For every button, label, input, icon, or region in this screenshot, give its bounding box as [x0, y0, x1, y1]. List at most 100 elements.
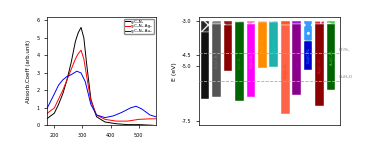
Text: Co@C₃N₄: Co@C₃N₄ [283, 62, 287, 78]
g-C₃N₄-Agₙ [103, 119, 107, 120]
g-C₃N₄-Agₙ [148, 118, 152, 120]
Text: Cu@C₃N₄: Cu@C₃N₄ [306, 47, 310, 63]
g-C₃N₄-Agₙ [94, 114, 99, 116]
Bar [281, 21, 290, 25]
g-C₃N₄ [45, 118, 50, 119]
Text: Ti@C₃N₄: Ti@C₃N₄ [226, 41, 230, 55]
Line: g-C₃N₄-Auₙ: g-C₃N₄-Auₙ [47, 71, 156, 118]
g-C₃N₄ [103, 121, 107, 123]
Bar [246, 24, 255, 97]
g-C₃N₄ [84, 63, 89, 65]
Text: Au@C₃N₄: Au@C₃N₄ [329, 49, 333, 65]
Text: Cr@C₃N₄: Cr@C₃N₄ [249, 53, 253, 68]
Bar [235, 22, 244, 101]
g-C₃N₄-Auₙ [134, 105, 138, 107]
g-C₃N₄ [79, 27, 83, 28]
g-C₃N₄ [76, 32, 81, 34]
g-C₃N₄ [73, 41, 77, 42]
g-C₃N₄-Agₙ [69, 69, 73, 70]
Bar [246, 21, 255, 24]
g-C₃N₄ [69, 62, 73, 63]
g-C₃N₄ [136, 124, 141, 125]
g-C₃N₄-Agₙ [45, 112, 50, 114]
g-C₃N₄ [94, 116, 99, 118]
g-C₃N₄-Auₙ [56, 84, 61, 86]
g-C₃N₄-Agₙ [73, 58, 77, 60]
Bar [270, 22, 278, 67]
Text: H⁺/H₂: H⁺/H₂ [339, 48, 350, 52]
Bar [327, 24, 335, 91]
Y-axis label: E (eV): E (eV) [172, 62, 177, 81]
Y-axis label: Absorb.Coeff (arb.unit): Absorb.Coeff (arb.unit) [26, 40, 31, 103]
g-C₃N₄ [82, 37, 86, 39]
Text: Ni@C₃N₄: Ni@C₃N₄ [295, 52, 299, 67]
Text: Sc@C₃N₄: Sc@C₃N₄ [214, 53, 218, 68]
g-C₃N₄ [148, 124, 152, 126]
Text: g-C₃N₄: g-C₃N₄ [203, 60, 207, 71]
g-C₃N₄ [65, 79, 69, 81]
g-C₃N₄-Auₙ [72, 72, 76, 74]
g-C₃N₄-Agₙ [56, 98, 61, 100]
g-C₃N₄ [125, 124, 130, 125]
g-C₃N₄-Auₙ [79, 72, 83, 74]
g-C₃N₄-Agₙ [52, 107, 57, 109]
g-C₃N₄-Auₙ [153, 116, 158, 118]
Bar [315, 21, 324, 24]
g-C₃N₄-Auₙ [60, 79, 65, 81]
Bar [224, 25, 232, 71]
Line: g-C₃N₄: g-C₃N₄ [47, 27, 156, 125]
g-C₃N₄-Auₙ [111, 115, 116, 117]
g-C₃N₄-Auₙ [139, 108, 144, 110]
Bar [292, 21, 301, 24]
g-C₃N₄ [114, 123, 118, 125]
g-C₃N₄-Agₙ [79, 49, 83, 51]
g-C₃N₄-Agₙ [84, 76, 89, 77]
g-C₃N₄-Agₙ [114, 120, 118, 122]
g-C₃N₄-Auₙ [128, 107, 133, 109]
g-C₃N₄-Agₙ [136, 119, 141, 120]
g-C₃N₄-Auₙ [52, 93, 57, 95]
g-C₃N₄-Auₙ [88, 104, 93, 105]
Bar [224, 21, 232, 25]
g-C₃N₄ [56, 104, 61, 105]
Bar [315, 24, 324, 106]
g-C₃N₄-Agₙ [153, 118, 158, 120]
g-C₃N₄-Auₙ [119, 112, 124, 113]
g-C₃N₄-Agₙ [76, 53, 81, 55]
g-C₃N₄ [153, 125, 158, 126]
g-C₃N₄ [88, 98, 93, 100]
Bar [281, 25, 290, 114]
Bar [258, 21, 266, 22]
g-C₃N₄-Agₙ [125, 120, 130, 122]
g-C₃N₄-Auₙ [45, 107, 50, 109]
Line: g-C₃N₄-Agₙ: g-C₃N₄-Agₙ [47, 50, 156, 121]
Text: Mn@C₃N₄: Mn@C₃N₄ [260, 37, 264, 53]
g-C₃N₄-Agₙ [65, 79, 69, 81]
Bar [327, 21, 335, 24]
Bar [212, 21, 221, 24]
g-C₃N₄-Auₙ [148, 114, 152, 116]
Text: Ag@C₃N₄: Ag@C₃N₄ [318, 57, 322, 73]
g-C₃N₄-Auₙ [65, 76, 69, 77]
g-C₃N₄ [52, 112, 57, 114]
g-C₃N₄-Auₙ [74, 70, 79, 72]
Bar [304, 41, 313, 70]
g-C₃N₄-Agₙ [82, 58, 86, 60]
Bar [201, 32, 209, 99]
g-C₃N₄-Auₙ [103, 117, 107, 118]
Bar [212, 24, 221, 97]
Bar [304, 21, 313, 41]
g-C₃N₄ [60, 93, 65, 95]
Bar [258, 22, 266, 68]
Bar [235, 21, 244, 22]
g-C₃N₄-Agₙ [88, 100, 93, 102]
g-C₃N₄-Agₙ [60, 90, 65, 91]
Text: O₂/H₂O: O₂/H₂O [339, 75, 353, 79]
Legend: g-C₃N₄, g-C₃N₄-Agₙ, g-C₃N₄-Auₙ: g-C₃N₄, g-C₃N₄-Agₙ, g-C₃N₄-Auₙ [124, 19, 153, 34]
g-C₃N₄-Auₙ [83, 81, 88, 83]
Bar [201, 21, 209, 32]
Text: Fe@C₃N₄: Fe@C₃N₄ [272, 37, 276, 52]
g-C₃N₄-Auₙ [94, 114, 99, 116]
Text: V@C₃N₄: V@C₃N₄ [237, 55, 242, 69]
g-C₃N₄-Auₙ [69, 74, 73, 76]
